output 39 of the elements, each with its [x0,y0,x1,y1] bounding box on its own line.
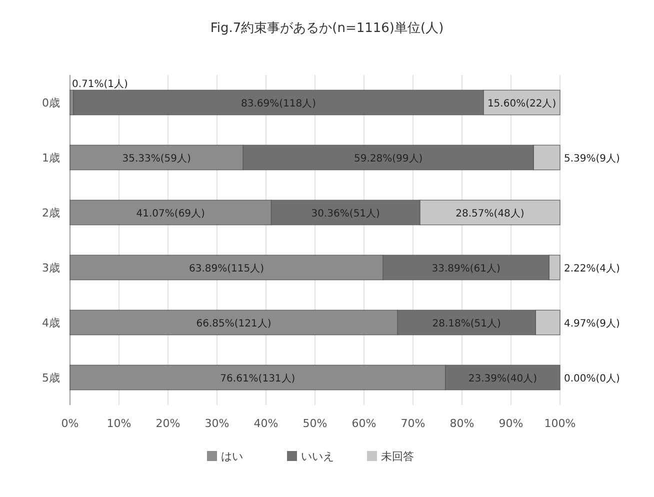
y-tick-label: 1歳 [42,152,60,164]
data-label: 63.89%(115人) [189,264,264,274]
y-tick-label: 4歳 [42,316,60,330]
data-label: 41.07%(69人) [136,208,206,220]
data-label: 35.33%(59人) [122,154,191,164]
y-tick-label: 3歳 [42,262,60,274]
y-tick-label: 0歳 [42,96,60,110]
data-label: 33.89%(61人) [432,264,501,274]
legend-label: いいえ [301,450,334,463]
data-label: 15.60%(22人) [487,98,556,110]
x-tick-label: 40% [254,417,278,430]
chart-title: Fig.7約束事があるか(n=1116)単位(人) [210,21,444,36]
data-label: 23.39%(40人) [468,374,538,384]
y-tick-label: 5歳 [42,372,60,384]
y-tick-label: 2歳 [42,206,60,220]
data-label: 30.36%(51人) [311,208,380,220]
x-tick-label: 20% [156,417,180,430]
data-label: 83.69%(118人) [241,98,316,110]
legend-label: はい [221,450,243,463]
data-label: 0.71%(1人) [72,79,128,90]
data-label: 4.97%(9人) [564,318,620,330]
data-label: 2.22%(4人) [564,264,620,274]
x-tick-label: 0% [61,417,79,430]
data-label: 59.28%(99人) [354,154,423,164]
x-tick-label: 90% [498,417,524,430]
x-tick-label: 70% [400,417,426,430]
legend-label: 未回答 [381,450,414,463]
data-label: 5.39%(9人) [564,154,620,164]
x-tick-label: 50% [302,417,328,430]
data-label: 66.85%(121人) [196,318,272,330]
x-tick-label: 10% [106,417,132,430]
x-tick-label: 100% [544,417,576,430]
data-label: 28.57%(48人) [456,208,524,220]
data-label: 28.18%(51人) [432,318,502,330]
x-tick-label: 80% [450,417,474,430]
data-label: 76.61%(131人) [220,374,296,384]
x-tick-label: 60% [352,417,376,430]
data-label: 0.00%(0人) [564,374,620,384]
x-tick-label: 30% [204,417,230,430]
